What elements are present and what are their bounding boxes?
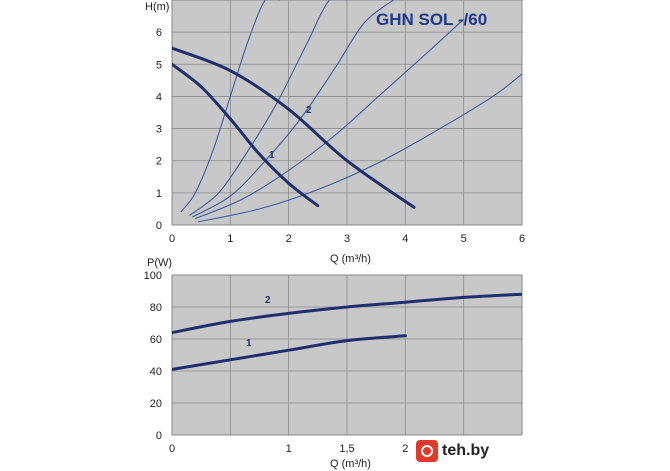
head-curve-label-2: 2 <box>306 105 312 116</box>
y-tick-label: 1 <box>156 188 162 200</box>
head-curve-2 <box>172 46 416 209</box>
watermark-badge: teh.by <box>412 436 496 466</box>
y-tick-label: 0 <box>156 430 162 442</box>
y-tick-label: 2 <box>156 156 162 168</box>
system-curve <box>195 18 465 220</box>
chart-title: GHN SOL -/60 <box>376 10 487 29</box>
power-axis-label: P(W) <box>147 257 172 269</box>
x-tick-label: 2 <box>402 443 408 455</box>
power-flow-x-axis-label: Q (m³/h) <box>330 458 371 470</box>
head-curve-label-1: 1 <box>269 150 275 161</box>
system-curve <box>189 0 347 216</box>
head-axis-label: H(m) <box>145 1 169 13</box>
power-curve-2 <box>172 292 522 335</box>
x-tick-label: 0 <box>169 233 175 245</box>
head-flow-ticks: 0 1 2 3 4 5 6 0 1 2 3 4 5 6 <box>156 27 525 245</box>
x-tick-label: 1,5 <box>339 443 354 455</box>
y-tick-label: 0 <box>156 220 162 232</box>
power-curve-1 <box>172 334 407 371</box>
y-tick-label: 5 <box>156 59 162 71</box>
head-curves <box>172 46 416 209</box>
x-tick-label: 0 <box>169 443 175 455</box>
teh-logo-icon <box>416 440 438 462</box>
head-flow-x-axis-label: Q (m³/h) <box>330 253 371 265</box>
x-tick-label: 3 <box>344 233 350 245</box>
x-tick-label: 6 <box>519 233 525 245</box>
y-tick-label: 20 <box>150 398 162 410</box>
power-curve-label-2: 2 <box>265 295 271 306</box>
system-curve <box>198 73 522 223</box>
y-tick-label: 80 <box>150 302 162 314</box>
y-tick-label: 3 <box>156 124 162 136</box>
y-tick-label: 40 <box>150 366 162 378</box>
x-tick-label: 4 <box>402 233 408 245</box>
y-tick-label: 60 <box>150 334 162 346</box>
x-tick-label: 1 <box>286 443 292 455</box>
power-curves <box>172 292 522 371</box>
y-tick-label: 4 <box>156 91 162 103</box>
head-flow-chart: 0 1 2 3 4 5 6 0 1 2 3 4 5 6 H(m) Q (m³/h) GHN SOL -/6… <box>145 0 525 265</box>
power-curve-label-1: 1 <box>246 338 252 349</box>
system-curve <box>180 0 280 213</box>
watermark-text: teh.by <box>442 442 490 459</box>
y-tick-label: 6 <box>156 27 162 39</box>
y-tick-label: 100 <box>144 270 162 282</box>
head-curve-1 <box>172 62 320 208</box>
x-tick-label: 5 <box>461 233 467 245</box>
x-tick-label: 1 <box>227 233 233 245</box>
x-tick-label: 2 <box>286 233 292 245</box>
